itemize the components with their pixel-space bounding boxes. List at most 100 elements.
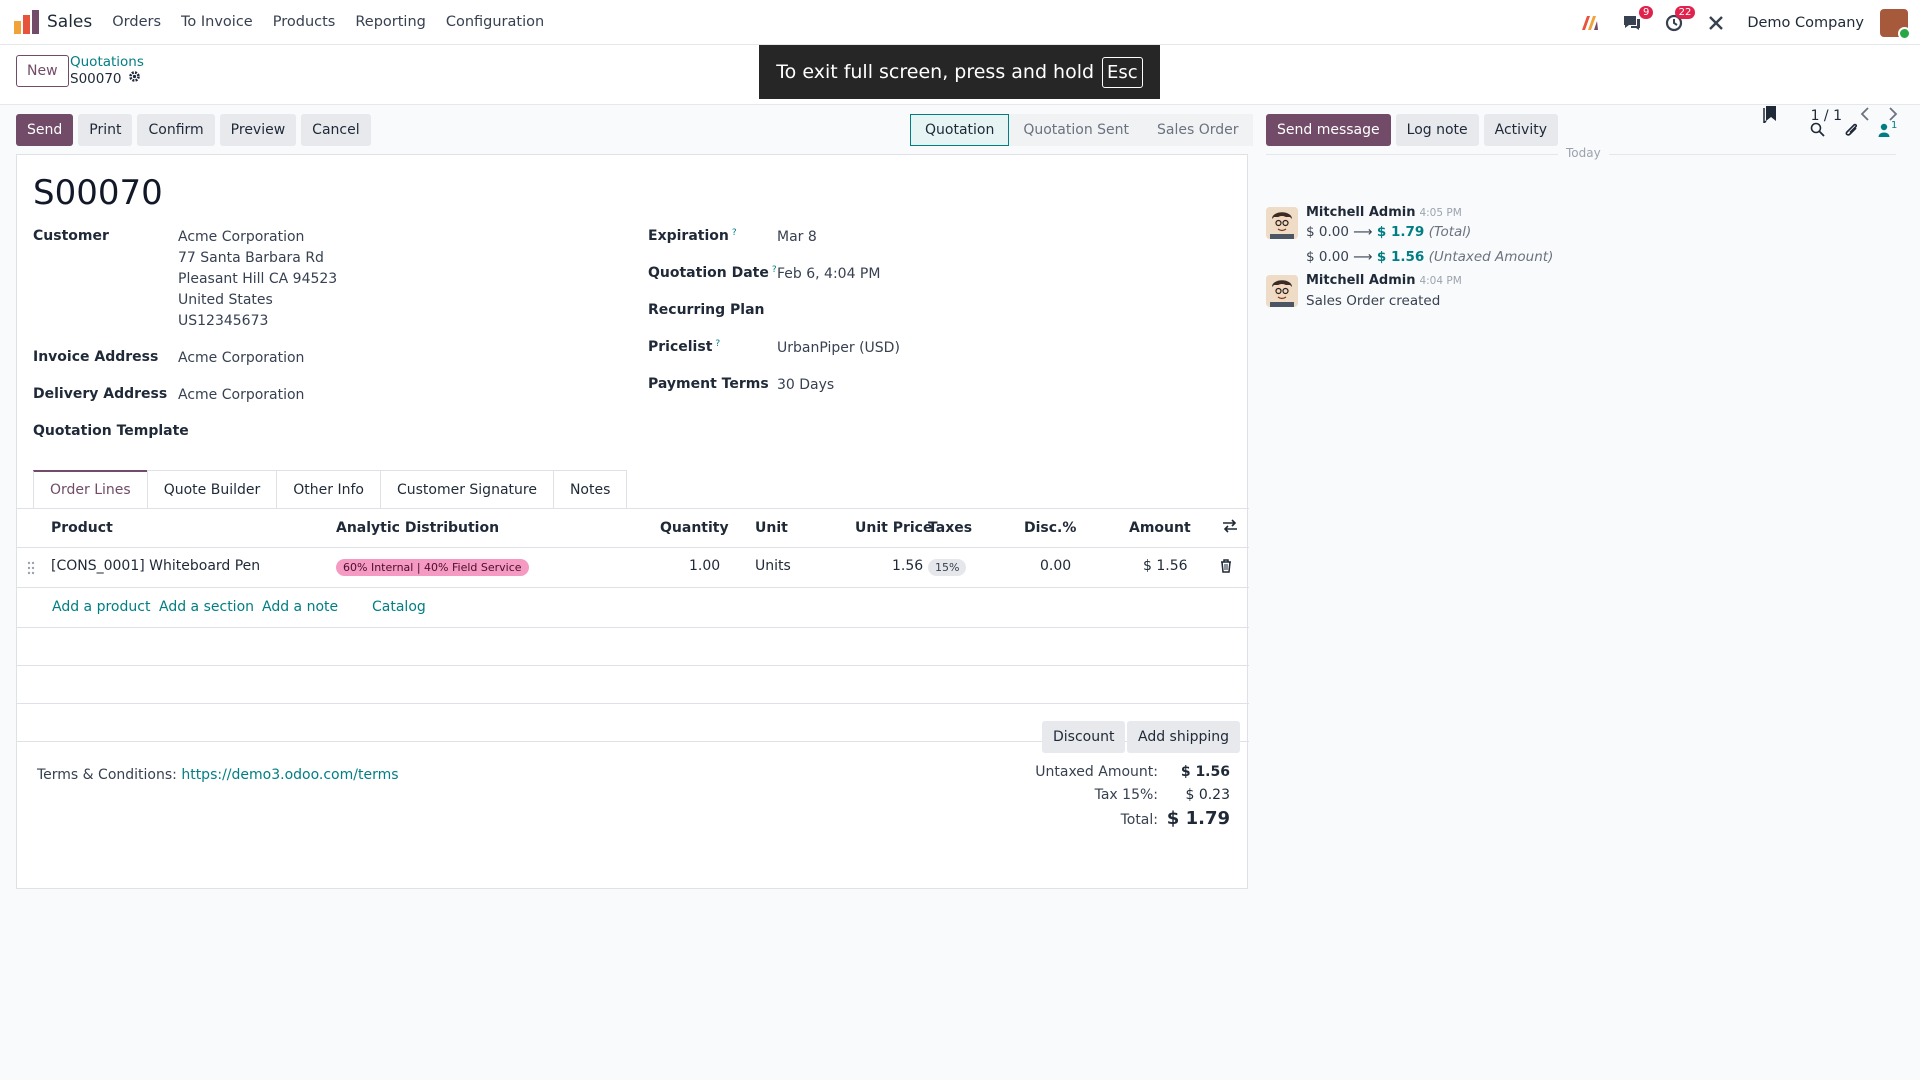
print-button[interactable]: Print: [78, 114, 133, 146]
add-section-link[interactable]: Add a section: [159, 599, 255, 615]
help-icon[interactable]: ?: [715, 339, 721, 349]
form-sheet: S00070 Customer Acme Corporation 77 Sant…: [16, 154, 1249, 889]
search-icon[interactable]: [1810, 122, 1825, 141]
invoice-address-field[interactable]: Acme Corporation: [178, 350, 305, 366]
followers-count: 1: [1891, 120, 1898, 131]
message-author[interactable]: Mitchell Admin 4:04 PM: [1306, 273, 1462, 288]
tab-other-info[interactable]: Other Info: [276, 470, 381, 508]
optional-columns-icon[interactable]: [1222, 519, 1238, 537]
tracking-total: $ 0.00 ⟶ $ 1.79 (Total): [1306, 224, 1471, 240]
sales-app-logo-icon[interactable]: [14, 10, 40, 34]
confirm-button[interactable]: Confirm: [137, 114, 215, 146]
status-sales-order[interactable]: Sales Order: [1143, 114, 1253, 146]
quotation-date-field[interactable]: Feb 6, 4:04 PM: [777, 266, 881, 282]
add-note-link[interactable]: Add a note: [262, 599, 339, 615]
messages-icon[interactable]: 9: [1621, 5, 1654, 34]
drag-handle-icon[interactable]: [27, 561, 35, 579]
tab-customer-signature[interactable]: Customer Signature: [379, 470, 554, 508]
pager-value[interactable]: 1 / 1: [1810, 108, 1842, 124]
header-divider: [17, 547, 1249, 548]
col-product[interactable]: Product: [51, 520, 113, 536]
customer-field[interactable]: Acme Corporation 77 Santa Barbara Rd Ple…: [178, 227, 337, 332]
author-avatar[interactable]: [1266, 275, 1298, 307]
help-icon[interactable]: ?: [731, 228, 737, 238]
preview-button[interactable]: Preview: [219, 114, 297, 146]
log-note-button[interactable]: Log note: [1395, 114, 1479, 146]
breadcrumb-quotations[interactable]: Quotations: [70, 54, 144, 70]
fullscreen-toast: To exit full screen, press and hold Esc: [759, 45, 1160, 99]
terms-link[interactable]: https://demo3.odoo.com/terms: [181, 767, 399, 783]
paperclip-icon[interactable]: [1844, 121, 1859, 142]
message-author[interactable]: Mitchell Admin 4:05 PM: [1306, 205, 1462, 220]
catalog-link[interactable]: Catalog: [372, 599, 426, 615]
app-name[interactable]: Sales: [47, 12, 93, 32]
menu-configuration[interactable]: Configuration: [445, 14, 545, 30]
add-shipping-button[interactable]: Add shipping: [1127, 721, 1241, 753]
order-title: S00070: [33, 173, 163, 213]
status-quotation-sent[interactable]: Quotation Sent: [1009, 114, 1143, 146]
line-product[interactable]: [CONS_0001] Whiteboard Pen: [51, 558, 261, 574]
row-divider: [17, 703, 1249, 704]
tracked-field: (Total): [1428, 224, 1472, 240]
line-unit-price[interactable]: 1.56: [892, 558, 924, 574]
line-discount[interactable]: 0.00: [1040, 558, 1072, 574]
col-discount[interactable]: Disc.%: [1024, 520, 1077, 536]
ai-assistant-icon[interactable]: [1579, 12, 1601, 34]
recurring-plan-label: Recurring Plan: [648, 302, 765, 318]
bookmark-icon[interactable]: [1762, 105, 1777, 127]
help-icon[interactable]: ?: [771, 265, 777, 275]
trash-icon[interactable]: [1220, 559, 1232, 577]
pager-previous-icon[interactable]: [1860, 107, 1870, 125]
tab-quote-builder[interactable]: Quote Builder: [146, 470, 278, 508]
pager-next-icon[interactable]: [1888, 107, 1898, 125]
company-switcher[interactable]: Demo Company: [1747, 14, 1864, 31]
tabs-divider: [17, 508, 1249, 509]
line-analytic[interactable]: 60% Internal | 40% Field Service: [336, 559, 529, 576]
col-unit-price[interactable]: Unit Price: [855, 520, 933, 536]
debug-tools-icon[interactable]: [1705, 12, 1727, 34]
cancel-button[interactable]: Cancel: [301, 114, 371, 146]
tab-order-lines[interactable]: Order Lines: [33, 470, 148, 508]
col-analytic[interactable]: Analytic Distribution: [336, 520, 500, 536]
followers-icon[interactable]: 1: [1878, 120, 1897, 138]
col-amount[interactable]: Amount: [1129, 520, 1191, 536]
menu-to-invoice[interactable]: To Invoice: [181, 14, 253, 30]
line-quantity[interactable]: 1.00: [689, 558, 721, 574]
old-value: $ 0.00: [1306, 249, 1349, 265]
line-taxes[interactable]: 15%: [928, 559, 967, 576]
menu-products[interactable]: Products: [272, 14, 336, 30]
pricelist-field[interactable]: UrbanPiper (USD): [777, 340, 900, 356]
new-button[interactable]: New: [16, 55, 69, 87]
customer-street: 77 Santa Barbara Rd: [178, 250, 324, 266]
delivery-address-label: Delivery Address: [33, 386, 168, 402]
customer-vat: US12345673: [178, 313, 269, 329]
customer-name: Acme Corporation: [178, 229, 305, 245]
activities-clock-icon[interactable]: 22: [1663, 5, 1696, 34]
expiration-field[interactable]: Mar 8: [777, 229, 817, 245]
gear-icon[interactable]: [128, 70, 141, 87]
col-taxes[interactable]: Taxes: [928, 520, 973, 536]
form-action-bar: Send Print Confirm Preview Cancel: [16, 114, 376, 146]
payment-terms-field[interactable]: 30 Days: [777, 377, 835, 393]
author-avatar[interactable]: [1266, 207, 1298, 239]
send-button[interactable]: Send: [16, 114, 74, 146]
today-separator: Today: [1266, 146, 1896, 162]
add-product-link[interactable]: Add a product: [52, 599, 151, 615]
tab-notes[interactable]: Notes: [552, 470, 628, 508]
top-navbar: Sales Orders To Invoice Products Reporti…: [0, 0, 1920, 45]
status-quotation[interactable]: Quotation: [910, 114, 1010, 146]
col-unit[interactable]: Unit: [755, 520, 788, 536]
user-avatar[interactable]: [1880, 8, 1911, 40]
activity-button[interactable]: Activity: [1483, 114, 1558, 146]
tax-value: $ 0.23: [1185, 787, 1230, 803]
new-value: $ 1.79: [1376, 224, 1425, 240]
menu-reporting[interactable]: Reporting: [355, 14, 426, 30]
menu-orders[interactable]: Orders: [112, 14, 162, 30]
send-message-button[interactable]: Send message: [1266, 114, 1391, 146]
row-divider: [17, 741, 1249, 742]
delivery-address-field[interactable]: Acme Corporation: [178, 387, 305, 403]
discount-button[interactable]: Discount: [1042, 721, 1126, 753]
message-time: 4:04 PM: [1419, 275, 1462, 287]
col-quantity[interactable]: Quantity: [660, 520, 729, 536]
line-unit[interactable]: Units: [755, 558, 791, 574]
